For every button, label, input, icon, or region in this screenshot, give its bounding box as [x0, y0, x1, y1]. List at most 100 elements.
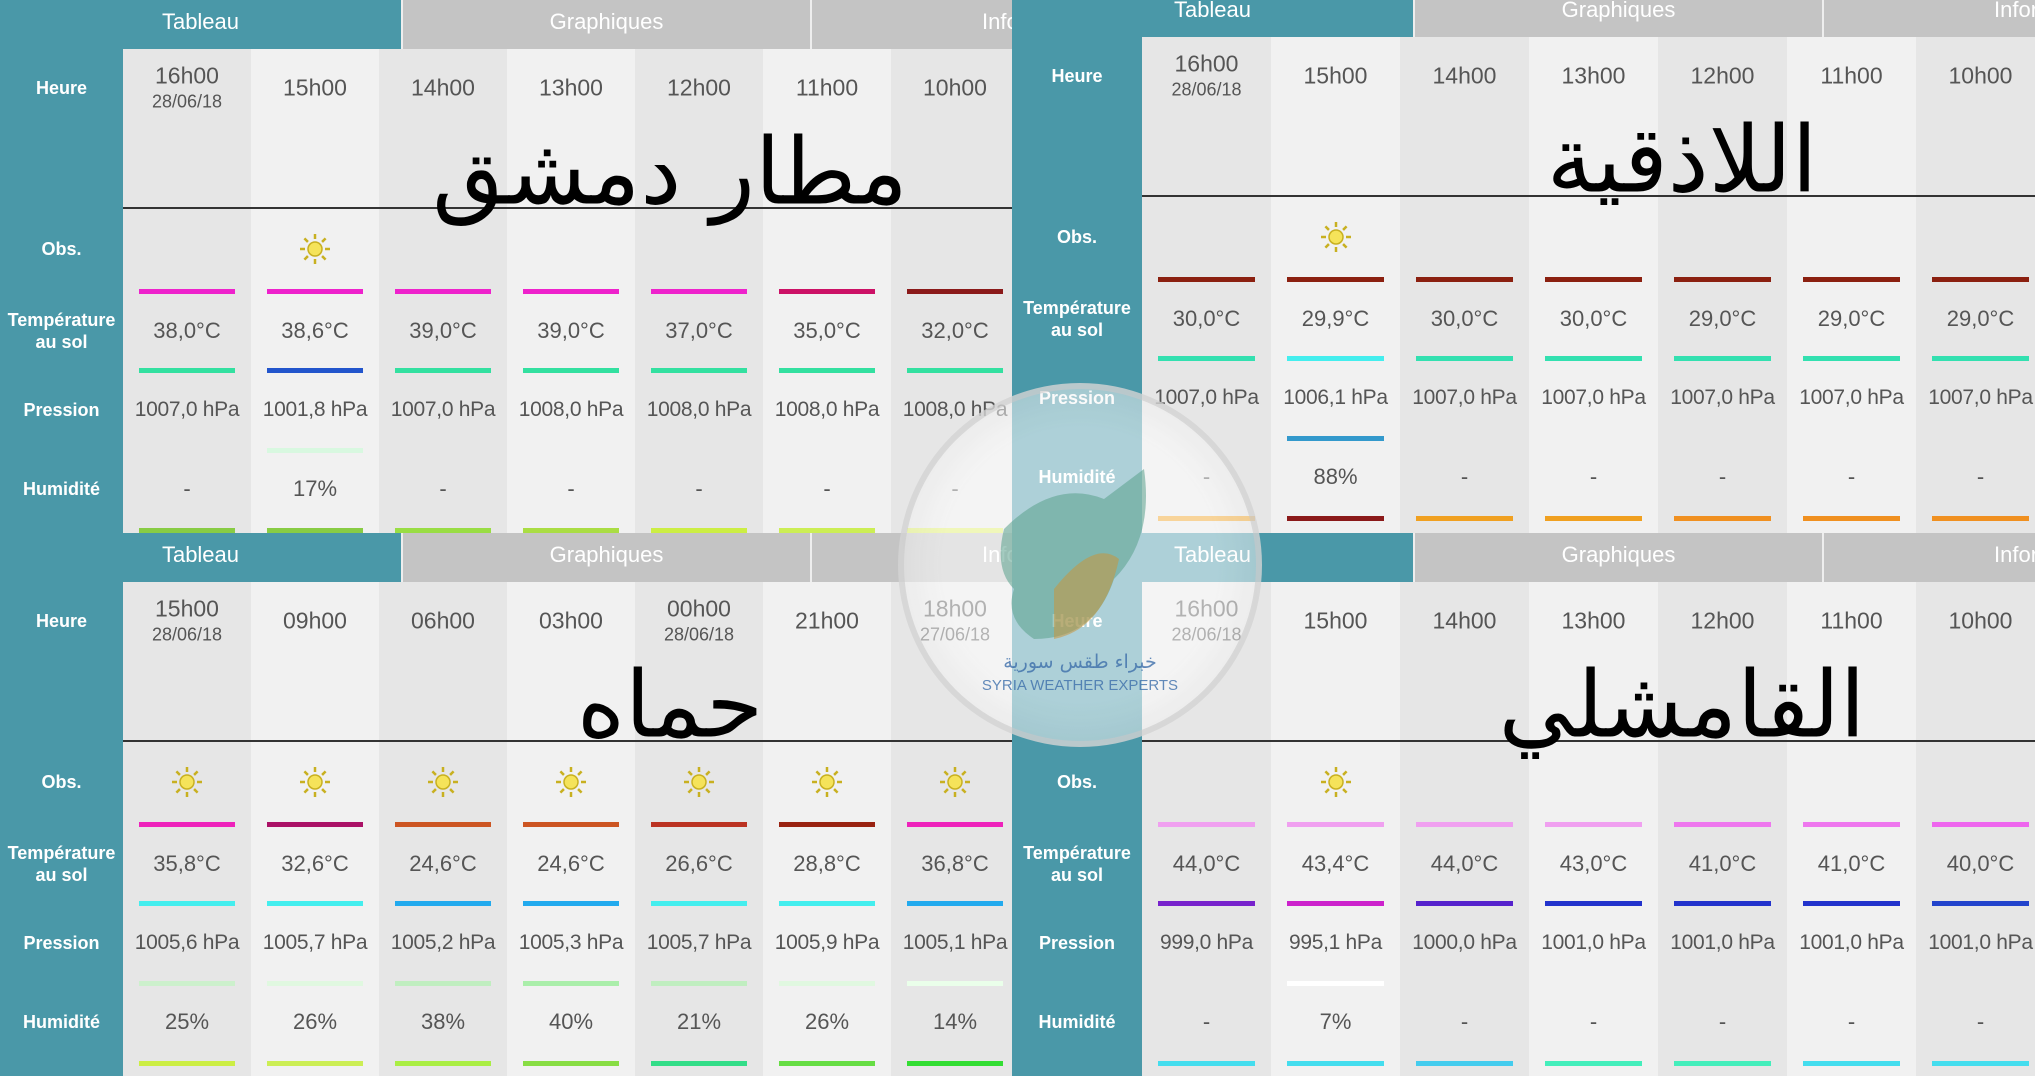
tab[interactable]: Inform	[1824, 0, 2035, 37]
indicator-line	[395, 901, 491, 906]
row-label: Humidité	[1038, 1012, 1116, 1032]
indicator-line	[1158, 822, 1255, 827]
row-label: Obs.	[1056, 772, 1097, 792]
temperature: 32,6°C	[281, 851, 349, 876]
indicator-line	[523, 368, 619, 373]
indicator-line	[395, 1061, 491, 1066]
indicator-line	[1674, 277, 1771, 282]
pressure: 1001,0 hPa	[1541, 931, 1646, 954]
time: 15h00	[1303, 62, 1368, 89]
time: 13h00	[1561, 62, 1626, 89]
humidity: 40%	[548, 1009, 594, 1034]
row-label: Température au sol	[1023, 298, 1131, 340]
pressure: 1005,7 hPa	[646, 931, 752, 954]
humidity: -	[1847, 1009, 1856, 1034]
tab[interactable]: Graphiques	[1415, 0, 1822, 37]
column-bg	[1787, 582, 1916, 1076]
tab[interactable]: Tableau	[0, 0, 401, 49]
column-bg	[507, 582, 635, 1076]
humidity: -	[439, 476, 447, 501]
indicator-line	[1932, 1061, 2029, 1066]
column-bg	[1271, 582, 1400, 1076]
pressure: 1006,1 hPa	[1283, 386, 1388, 409]
indicator-line	[1803, 516, 1900, 521]
tab[interactable]: Tableau	[0, 533, 401, 582]
time: 15h00	[1303, 607, 1368, 634]
humidity: -	[1460, 1009, 1469, 1034]
indicator-line	[523, 528, 619, 533]
indicator-line	[1674, 822, 1771, 827]
indicator-line	[1803, 277, 1900, 282]
humidity: -	[695, 476, 703, 501]
pressure: 1005,9 hPa	[774, 931, 880, 954]
time: 15h00	[155, 595, 219, 622]
time: 10h00	[923, 74, 987, 101]
indicator-line	[1416, 277, 1513, 282]
row-label: Pression	[1038, 933, 1116, 953]
pressure: 1005,7 hPa	[262, 931, 368, 954]
humidity: 21%	[676, 1009, 722, 1034]
pressure: 1007,0 hPa	[390, 398, 496, 421]
indicator-line	[139, 368, 235, 373]
pressure: 1007,0 hPa	[1154, 386, 1259, 409]
indicator-line	[651, 981, 747, 986]
indicator-line	[523, 901, 619, 906]
time: 03h00	[539, 607, 603, 634]
pressure: 1007,0 hPa	[1928, 386, 2033, 409]
pressure: 1007,0 hPa	[1670, 386, 1775, 409]
sun-icon	[684, 767, 714, 797]
indicator-line	[779, 289, 875, 294]
header-separator	[123, 207, 1012, 209]
column-bg	[379, 582, 507, 1076]
time: 10h00	[1948, 607, 2013, 634]
temperature: 35,8°C	[153, 851, 221, 876]
indicator-line	[523, 822, 619, 827]
time: 10h00	[1948, 62, 2013, 89]
sun-icon	[300, 767, 330, 797]
pressure: 1007,0 hPa	[1412, 386, 1517, 409]
humidity: 38%	[420, 1009, 466, 1034]
humidity: -	[1460, 464, 1469, 489]
tab[interactable]: Inform	[1824, 533, 2035, 582]
temperature: 44,0°C	[1430, 851, 1499, 876]
temperature: 26,6°C	[665, 851, 733, 876]
humidity: -	[183, 476, 191, 501]
temperature: 38,0°C	[153, 318, 221, 343]
pressure: 1001,0 hPa	[1928, 931, 2033, 954]
humidity: 25%	[164, 1009, 210, 1034]
pressure: 1007,0 hPa	[1799, 386, 1904, 409]
column-bg	[763, 582, 891, 1076]
tab[interactable]: Graphiques	[1415, 533, 1822, 582]
humidity: -	[1847, 464, 1856, 489]
indicator-line	[779, 368, 875, 373]
indicator-line	[779, 981, 875, 986]
tab[interactable]: Graphiques	[403, 533, 810, 582]
indicator-line	[1416, 356, 1513, 361]
column-bg	[1658, 582, 1787, 1076]
temperature: 44,0°C	[1172, 851, 1241, 876]
time: 06h00	[411, 607, 475, 634]
tab[interactable]: Inform	[812, 0, 1012, 49]
indicator-line	[1932, 356, 2029, 361]
temperature: 43,0°C	[1559, 851, 1628, 876]
time: 12h00	[1690, 607, 1755, 634]
indicator-line	[267, 901, 363, 906]
pressure: 1005,1 hPa	[902, 931, 1008, 954]
temperature: 29,0°C	[1946, 306, 2015, 331]
humidity: 88%	[1313, 464, 1358, 489]
indicator-line	[267, 822, 363, 827]
panel: TableauGraphiquesInformHeureObs.Températ…	[0, 533, 1012, 1076]
sun-icon	[1320, 767, 1351, 797]
tab[interactable]: Tableau	[1012, 0, 1413, 37]
row-label: Obs.	[41, 772, 82, 792]
temperature: 24,6°C	[537, 851, 605, 876]
indicator-line	[1158, 901, 1255, 906]
indicator-line	[651, 528, 747, 533]
row-label: Humidité	[22, 479, 100, 499]
temperature: 38,6°C	[281, 318, 349, 343]
indicator-line	[1545, 356, 1642, 361]
tab[interactable]: Graphiques	[403, 0, 810, 49]
pressure: 1008,0 hPa	[518, 398, 624, 421]
temperature: 36,8°C	[921, 851, 989, 876]
